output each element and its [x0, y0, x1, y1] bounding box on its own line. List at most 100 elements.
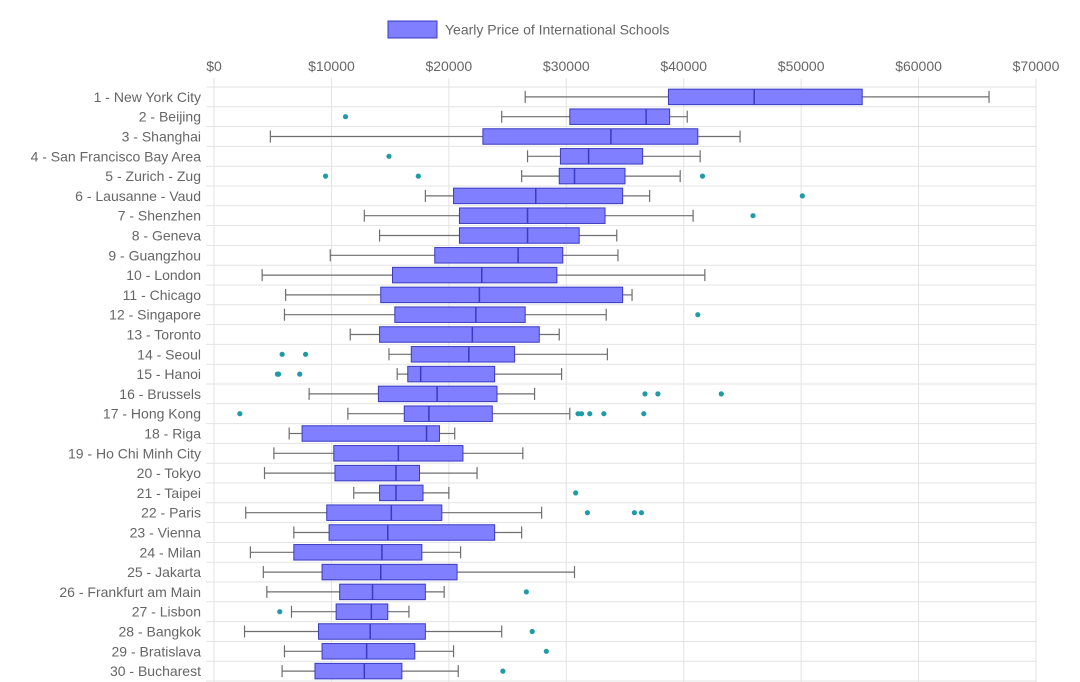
category-label: 3 - Shanghai	[122, 129, 201, 145]
category-label: 1 - New York City	[94, 89, 201, 105]
box-item[interactable]	[378, 227, 618, 244]
category-label: 2 - Beijing	[139, 109, 201, 125]
box-iqr[interactable]	[301, 425, 440, 442]
outlier-point[interactable]	[415, 173, 421, 179]
box-item[interactable]	[279, 346, 608, 363]
box-item[interactable]	[322, 167, 706, 185]
outlier-point[interactable]	[799, 193, 805, 199]
outlier-point[interactable]	[601, 411, 607, 417]
box-iqr[interactable]	[558, 167, 626, 185]
box-iqr[interactable]	[403, 405, 493, 422]
box-iqr[interactable]	[328, 524, 496, 541]
box-item[interactable]	[237, 405, 647, 422]
outlier-point[interactable]	[584, 510, 591, 516]
box-item[interactable]	[524, 88, 990, 106]
outlier-point[interactable]	[386, 153, 392, 159]
box-item[interactable]	[263, 464, 478, 482]
box-item[interactable]	[349, 326, 560, 343]
box-item[interactable]	[245, 504, 645, 521]
box-item[interactable]	[288, 425, 456, 442]
outlier-point[interactable]	[322, 173, 329, 179]
box-item[interactable]	[281, 662, 506, 680]
box-iqr[interactable]	[434, 247, 564, 264]
outlier-point[interactable]	[750, 213, 756, 219]
box-iqr[interactable]	[314, 662, 403, 680]
box-item[interactable]	[424, 187, 805, 205]
box-item[interactable]	[283, 306, 701, 323]
box-item[interactable]	[386, 148, 701, 165]
outlier-point[interactable]	[638, 510, 645, 516]
outlier-point[interactable]	[573, 490, 579, 496]
box-iqr[interactable]	[559, 148, 644, 165]
box-item[interactable]	[274, 365, 563, 383]
box-item[interactable]	[329, 247, 619, 264]
x-tick-label: $70000	[1013, 58, 1060, 74]
legend[interactable]: Yearly Price of International Schools	[387, 20, 669, 39]
box-iqr[interactable]	[293, 544, 423, 561]
box-iqr[interactable]	[569, 108, 671, 125]
category-label: 19 - Ho Chi Minh City	[68, 445, 201, 461]
box-iqr[interactable]	[391, 266, 558, 284]
outlier-point[interactable]	[631, 510, 637, 516]
box-iqr[interactable]	[458, 227, 580, 244]
box-item[interactable]	[293, 524, 523, 541]
box-item[interactable]	[243, 623, 535, 640]
outlier-point[interactable]	[718, 391, 724, 397]
box-iqr[interactable]	[326, 504, 443, 521]
box-item[interactable]	[363, 207, 756, 224]
outlier-point[interactable]	[529, 628, 535, 635]
box-item[interactable]	[249, 544, 462, 561]
box-iqr[interactable]	[379, 484, 424, 502]
box-iqr[interactable]	[482, 128, 699, 145]
box-iqr[interactable]	[380, 286, 624, 304]
box-item[interactable]	[283, 643, 549, 660]
box-item[interactable]	[353, 484, 579, 502]
outlier-point[interactable]	[543, 648, 549, 654]
outlier-point[interactable]	[578, 411, 585, 417]
box-iqr[interactable]	[334, 464, 420, 482]
outlier-point[interactable]	[297, 371, 303, 377]
outlier-point[interactable]	[587, 411, 593, 417]
category-label: 17 - Hong Kong	[103, 406, 201, 422]
box-iqr[interactable]	[318, 623, 426, 640]
box-iqr[interactable]	[335, 603, 389, 620]
box-item[interactable]	[261, 266, 706, 284]
category-label: 25 - Jakarta	[127, 564, 201, 580]
box-item[interactable]	[285, 286, 633, 304]
box-item[interactable]	[342, 108, 688, 125]
box-iqr[interactable]	[321, 563, 458, 581]
x-tick-label: $20000	[425, 58, 472, 74]
legend-swatch[interactable]	[387, 20, 438, 39]
outlier-point[interactable]	[277, 609, 283, 615]
category-label: 28 - Bangkok	[119, 624, 202, 640]
outlier-point[interactable]	[500, 668, 506, 674]
x-tick-label: $50000	[778, 58, 825, 74]
outlier-point[interactable]	[655, 391, 661, 397]
outlier-point[interactable]	[279, 351, 285, 357]
box-item[interactable]	[262, 563, 576, 581]
box-iqr[interactable]	[339, 583, 426, 601]
box-iqr[interactable]	[394, 306, 526, 323]
box-iqr[interactable]	[453, 187, 624, 205]
box-iqr[interactable]	[458, 207, 606, 224]
box-iqr[interactable]	[379, 326, 540, 343]
outlier-point[interactable]	[642, 391, 648, 397]
outlier-point[interactable]	[275, 371, 282, 377]
legend-label[interactable]: Yearly Price of International Schools	[445, 22, 669, 38]
box-iqr[interactable]	[407, 365, 496, 383]
box-iqr[interactable]	[667, 88, 863, 106]
box-item[interactable]	[269, 128, 741, 145]
outlier-point[interactable]	[695, 312, 701, 318]
outlier-point[interactable]	[302, 351, 309, 357]
outlier-point[interactable]	[641, 411, 647, 417]
outlier-point[interactable]	[342, 114, 349, 120]
outlier-point[interactable]	[699, 173, 706, 179]
box-item[interactable]	[273, 445, 524, 462]
box-item[interactable]	[277, 603, 410, 620]
box-item[interactable]	[266, 583, 529, 601]
box-iqr[interactable]	[321, 643, 416, 660]
outlier-point[interactable]	[523, 589, 529, 595]
outlier-point[interactable]	[237, 411, 243, 417]
box-iqr[interactable]	[410, 346, 516, 363]
box-item[interactable]	[308, 385, 724, 403]
